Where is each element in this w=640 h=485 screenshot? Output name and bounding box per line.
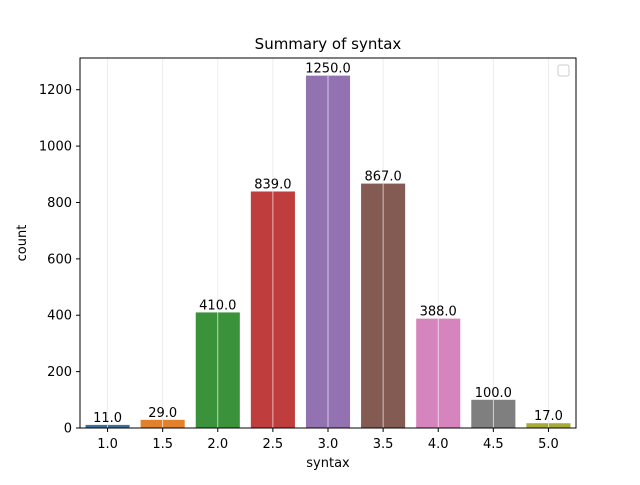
x-tick-label: 1.0 (97, 437, 118, 452)
tick-labels: 0 200 400 600 800 1000 1200 1.0 1.5 2.0 2.5 3.0 3.5 4… (39, 83, 559, 452)
y-tick-label: 1000 (39, 140, 72, 155)
bar-value-label: 100.0 (475, 386, 512, 401)
y-tick-label: 200 (47, 365, 72, 380)
axes (76, 57, 577, 432)
x-tick-label: 2.0 (207, 437, 228, 452)
x-tick-label: 3.5 (373, 437, 394, 452)
x-tick-label: 5.0 (538, 437, 559, 452)
bar-value-label: 11.0 (93, 411, 122, 426)
bar-value-label: 388.0 (420, 305, 457, 320)
y-tick-label: 400 (47, 309, 72, 324)
chart-title: Summary of syntax (255, 35, 402, 53)
bars (85, 75, 571, 428)
legend-box (557, 64, 570, 77)
y-tick-label: 0 (64, 422, 72, 437)
y-axis-label: count (15, 225, 30, 262)
x-tick-label: 4.0 (428, 437, 449, 452)
bar-value-labels: 11.0 29.0 410.0 839.0 1250.0 867.0 388.0 100.0 1… (93, 62, 563, 426)
x-axis-label: syntax (306, 456, 350, 471)
bar-value-label: 17.0 (534, 409, 563, 424)
x-tick-label: 3.0 (318, 437, 339, 452)
y-tick-label: 600 (47, 252, 72, 267)
bar-value-label: 867.0 (365, 170, 402, 185)
bar-value-label: 410.0 (199, 298, 236, 313)
y-tick-label: 1200 (39, 83, 72, 98)
bar-value-label: 1250.0 (305, 62, 351, 77)
y-tick-label: 800 (47, 196, 72, 211)
bar-value-label: 29.0 (148, 406, 177, 421)
x-tick-label: 1.5 (152, 437, 173, 452)
x-tick-label: 4.5 (483, 437, 504, 452)
bar-value-label: 839.0 (254, 177, 291, 192)
x-tick-label: 2.5 (263, 437, 284, 452)
